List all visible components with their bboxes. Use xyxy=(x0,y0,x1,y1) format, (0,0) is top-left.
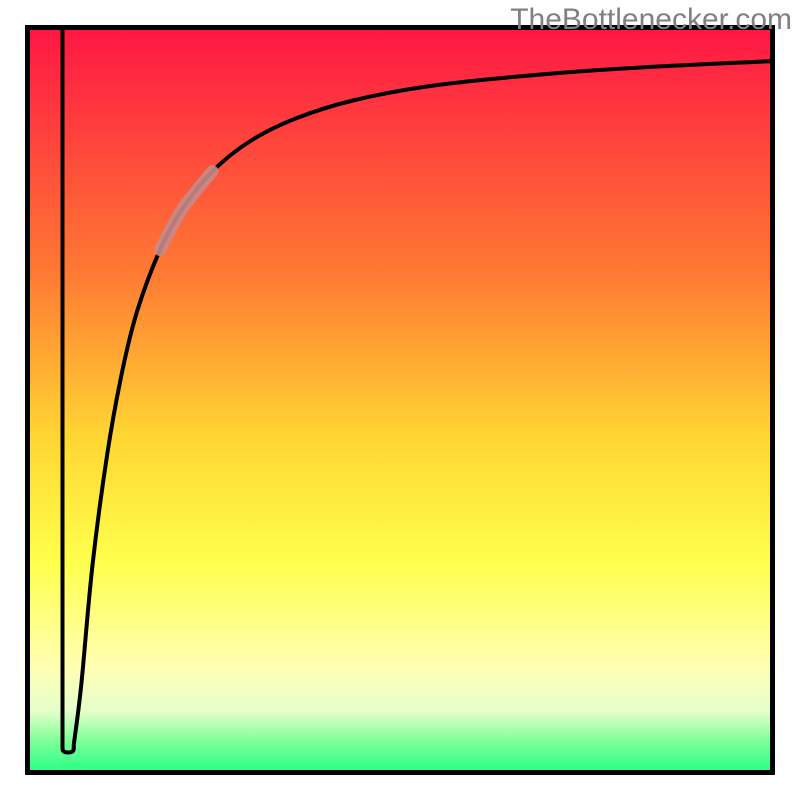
highlight-segment xyxy=(160,171,213,250)
curve-layer xyxy=(0,0,800,800)
watermark-text: TheBottlenecker.com xyxy=(510,3,792,37)
chart-container: TheBottlenecker.com xyxy=(0,0,800,800)
